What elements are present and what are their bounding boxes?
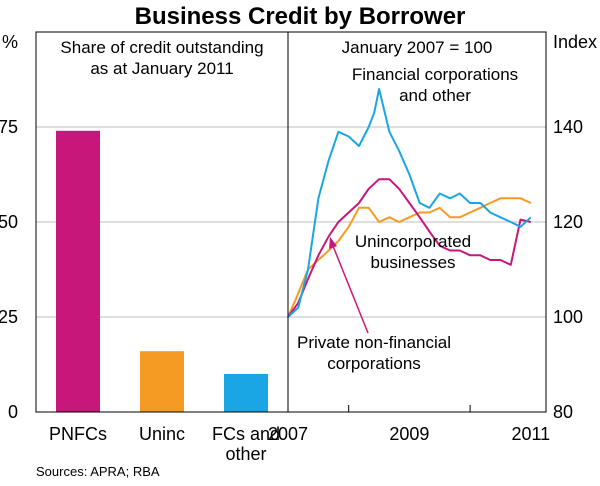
bar (56, 130, 100, 413)
x-tick-label: 2007 (268, 424, 308, 444)
y-tick-label: 50 (0, 212, 18, 232)
annotation-unincorporated: Unincorporated (355, 232, 471, 251)
bar (140, 351, 184, 412)
chart-title: Business Credit by Borrower (135, 3, 466, 30)
series-line-pnfc (287, 178, 532, 318)
y2-tick-label: 80 (553, 402, 573, 422)
annotation-financial: Financial corporations (352, 65, 518, 84)
plot-frame (35, 31, 547, 413)
annotation-arrowhead (329, 237, 337, 249)
y-tick-label: 25 (0, 307, 18, 327)
y-tick-label: 75 (0, 117, 18, 137)
x-tick-label: other (225, 444, 266, 464)
x-tick-label: 2011 (511, 424, 550, 444)
annotation-unincorporated: businesses (370, 253, 455, 272)
x-tick-label: Uninc (139, 424, 185, 444)
y2-tick-label: 120 (553, 212, 583, 232)
x-tick-label: 2009 (389, 424, 429, 444)
series-line-financial (287, 88, 532, 318)
panel-subtitle: January 2007 = 100 (342, 38, 493, 57)
y2-tick-label: 140 (553, 117, 583, 137)
x-tick-label: PNFCs (49, 424, 107, 444)
y-axis-label: % (2, 32, 18, 52)
panel-subtitle: Share of credit outstanding (60, 38, 263, 57)
source-note: Sources: APRA; RBA (36, 464, 160, 479)
y2-axis-label: Index (553, 32, 597, 52)
annotation-pnfc: Private non-financial (297, 333, 451, 352)
bar (224, 374, 268, 412)
annotation-pnfc: corporations (327, 354, 421, 373)
y-tick-label: 0 (8, 402, 18, 422)
y2-tick-label: 100 (553, 307, 583, 327)
series-line-unincorporated (287, 197, 532, 318)
annotation-financial: and other (399, 86, 471, 105)
annotation-arrow (332, 245, 369, 334)
panel-subtitle: as at January 2011 (90, 59, 233, 78)
x-tick-label: FCs and (212, 424, 280, 444)
